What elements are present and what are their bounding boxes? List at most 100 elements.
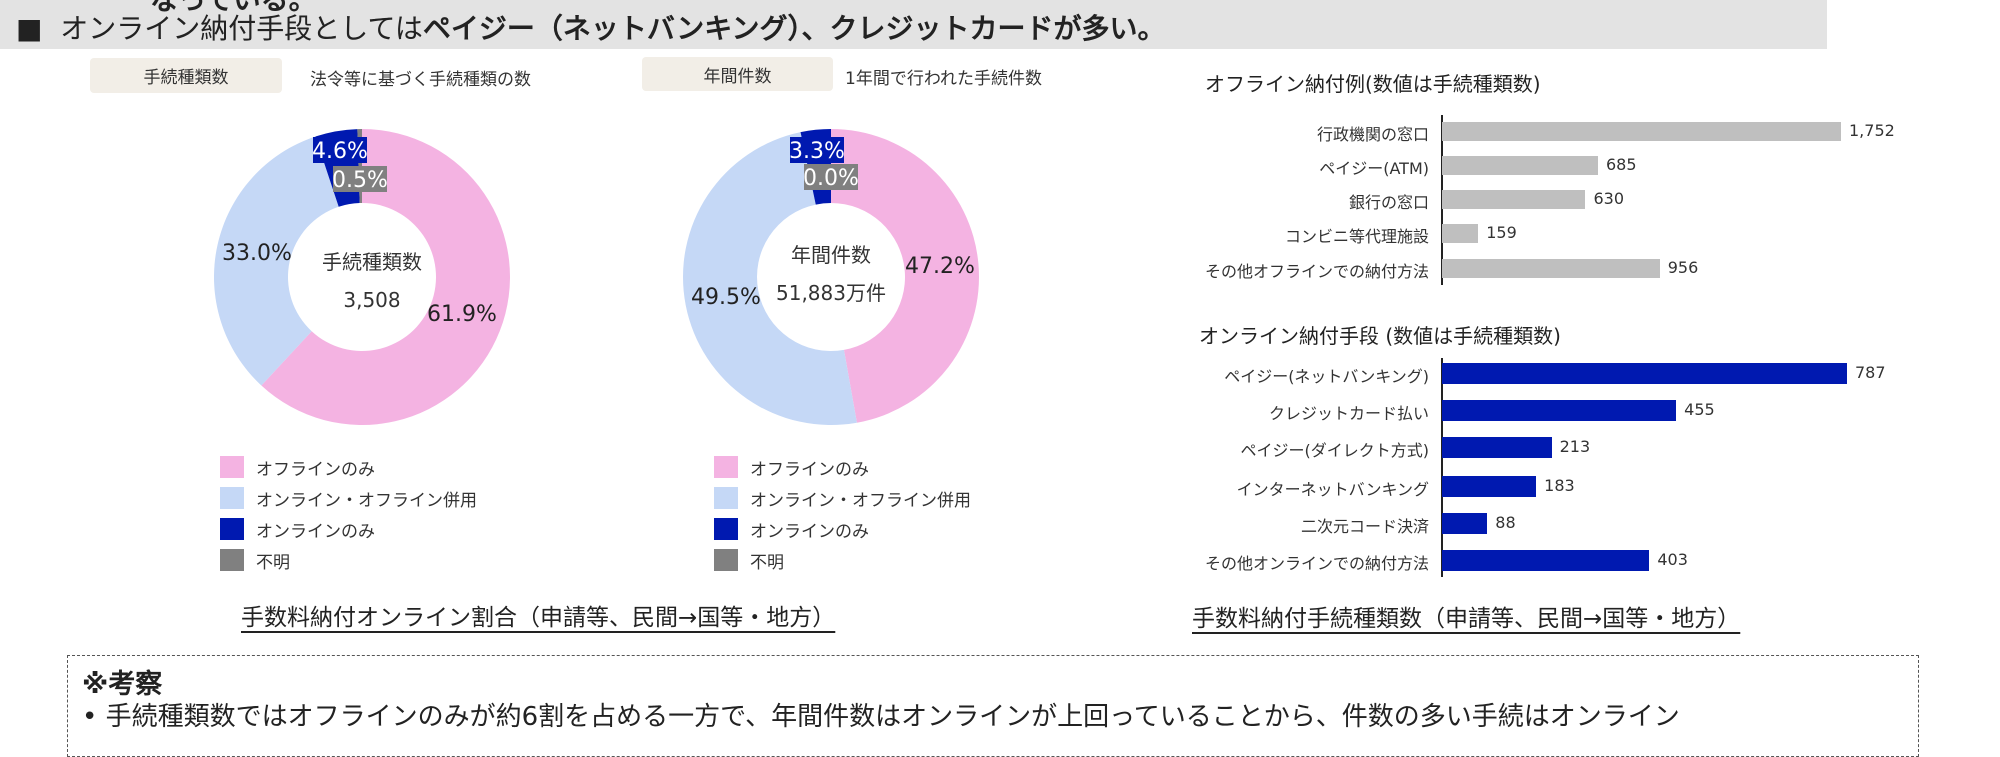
offline-bar-category: その他オフラインでの納付方法 bbox=[1204, 262, 1429, 281]
legend-right: オフラインのみ オンライン・オフライン併用 オンラインのみ 不明 bbox=[714, 455, 971, 573]
consideration-title: ※考察 bbox=[82, 669, 163, 700]
swatch bbox=[714, 456, 738, 478]
offline-bar-value: 159 bbox=[1486, 223, 1517, 242]
online-bar-category: インターネットバンキング bbox=[1236, 480, 1429, 499]
summary-banner: なっている。 ■ オンライン納付手段としてはペイジー（ネットバンキング）、クレジ… bbox=[0, 0, 1827, 49]
data-label: 47.2% bbox=[905, 254, 975, 279]
offline-bar-value: 685 bbox=[1606, 155, 1637, 174]
offline-bar-category: コンビニ等代理施設 bbox=[1284, 227, 1429, 246]
legend-label: オンライン・オフライン併用 bbox=[750, 490, 971, 511]
offline-bar-value: 1,752 bbox=[1849, 121, 1895, 140]
legend-label: オンラインのみ bbox=[750, 521, 869, 542]
offline-bar bbox=[1442, 155, 1598, 175]
offline-bar bbox=[1442, 121, 1841, 141]
data-label: 0.5% bbox=[332, 168, 388, 193]
donut-center-title: 手続種類数 bbox=[322, 250, 422, 274]
online-bar-category: クレジットカード払い bbox=[1268, 404, 1429, 423]
legend-item: オンライン・オフライン併用 bbox=[220, 486, 477, 511]
online-bar-value: 787 bbox=[1855, 363, 1886, 382]
swatch bbox=[220, 487, 244, 509]
data-label: 33.0% bbox=[222, 241, 292, 266]
legend-label: 不明 bbox=[750, 552, 784, 573]
swatch bbox=[714, 518, 738, 540]
legend-label: 不明 bbox=[256, 552, 290, 573]
swatch bbox=[220, 518, 244, 540]
offline-bar-category: 行政機関の窓口 bbox=[1316, 125, 1429, 144]
bold-text: ペイジー（ネットバンキング） bbox=[422, 12, 802, 45]
online-bar bbox=[1442, 549, 1650, 571]
tag-procedure-types: 手続種類数 bbox=[90, 58, 282, 93]
donut-center-value: 3,508 bbox=[343, 288, 400, 312]
online-bar bbox=[1442, 399, 1677, 421]
data-label: 3.3% bbox=[789, 139, 845, 164]
data-label: 4.6% bbox=[312, 139, 368, 164]
online-bar-value: 455 bbox=[1684, 400, 1715, 419]
data-label-bg bbox=[333, 166, 387, 192]
legend-label: オフラインのみ bbox=[256, 459, 375, 480]
summary-text: ■ オンライン納付手段としてはペイジー（ネットバンキング）、クレジットカードが多… bbox=[16, 7, 1166, 47]
offline-chart-title: オフライン納付例(数値は手続種類数) bbox=[1205, 72, 1541, 96]
tag-annual-count: 年間件数 bbox=[642, 57, 833, 91]
swatch bbox=[714, 549, 738, 571]
online-bar bbox=[1442, 362, 1847, 384]
data-label: 49.5% bbox=[691, 285, 761, 310]
caption-online-ratio: 手数料納付オンライン割合（申請等、民間→国等・地方） bbox=[241, 605, 836, 631]
legend-item: オンラインのみ bbox=[220, 517, 477, 542]
online-bar bbox=[1442, 512, 1488, 534]
swatch bbox=[714, 487, 738, 509]
tag-description: 1年間で行われた手続件数 bbox=[845, 69, 1042, 89]
caption-procedure-types: 手数料納付手続種類数（申請等、民間→国等・地方） bbox=[1192, 606, 1741, 632]
online-bar-category: ペイジー(ネットバンキング) bbox=[1224, 367, 1429, 386]
tag-description: 法令等に基づく手続種類の数 bbox=[310, 70, 531, 90]
data-label-bg bbox=[804, 164, 858, 190]
consideration-box: ※考察 • 手続種類数ではオフラインのみが約6割を占める一方で、年間件数はオンラ… bbox=[67, 655, 1919, 757]
bold-text: クレジットカード bbox=[829, 12, 1054, 45]
donut-charts: 61.9% 33.0% 4.6% 0.5% 手続種類数 3,508 47.2% 49.5% 3.… bbox=[213, 129, 979, 425]
swatch bbox=[220, 456, 244, 478]
online-bar bbox=[1442, 475, 1537, 497]
data-label: 61.9% bbox=[427, 302, 497, 327]
online-bar-category: その他オンラインでの納付方法 bbox=[1204, 554, 1429, 573]
legend-item: オンラインのみ bbox=[714, 517, 971, 542]
swatch bbox=[220, 549, 244, 571]
data-label: 0.0% bbox=[803, 166, 859, 191]
donut-center-title: 年間件数 bbox=[791, 243, 871, 267]
square-bullet-icon: ■ bbox=[16, 12, 43, 45]
legend-item: オフラインのみ bbox=[220, 455, 477, 480]
data-label-bg bbox=[313, 137, 367, 163]
online-bar bbox=[1442, 436, 1552, 458]
offline-bar-category: 銀行の窓口 bbox=[1348, 193, 1429, 212]
offline-bar bbox=[1442, 223, 1479, 243]
legend-item: 不明 bbox=[220, 548, 477, 573]
online-bar-value: 403 bbox=[1657, 550, 1688, 569]
text: オンライン納付手段としては bbox=[60, 12, 423, 45]
legend-left: オフラインのみ オンライン・オフライン併用 オンラインのみ 不明 bbox=[220, 455, 477, 573]
legend-item: オンライン・オフライン併用 bbox=[714, 486, 971, 511]
data-label-bg bbox=[790, 137, 844, 163]
online-bar-value: 213 bbox=[1559, 437, 1591, 456]
online-bar-category: 二次元コード決済 bbox=[1300, 517, 1429, 536]
online-bar-value: 88 bbox=[1495, 513, 1516, 532]
legend-label: オンラインのみ bbox=[256, 521, 375, 542]
offline-axis-line bbox=[1441, 115, 1443, 285]
online-chart-title: オンライン納付手段 (数値は手続種類数) bbox=[1199, 324, 1561, 348]
text: 、 bbox=[801, 12, 830, 45]
previous-line-text: なっている。 bbox=[150, 0, 317, 18]
offline-bar-value: 630 bbox=[1593, 189, 1625, 208]
offline-bar bbox=[1442, 189, 1586, 209]
text: が多い。 bbox=[1053, 12, 1166, 45]
offline-bar bbox=[1442, 258, 1660, 278]
consideration-bullet: • 手続種類数ではオフラインのみが約6割を占める一方で、年間件数はオンラインが上… bbox=[82, 702, 1680, 732]
donut-slice bbox=[831, 129, 979, 423]
legend-label: オフラインのみ bbox=[750, 459, 869, 480]
donut-center-value: 51,883万件 bbox=[776, 281, 886, 305]
donut-slice bbox=[683, 132, 857, 425]
online-axis-line bbox=[1441, 358, 1443, 577]
online-bar-category: ペイジー(ダイレクト方式) bbox=[1240, 441, 1430, 460]
legend-item: 不明 bbox=[714, 548, 971, 573]
offline-bar-category: ペイジー(ATM) bbox=[1319, 159, 1429, 178]
legend-label: オンライン・オフライン併用 bbox=[256, 490, 477, 511]
donut-slice bbox=[261, 129, 510, 425]
online-bar-value: 183 bbox=[1544, 476, 1575, 495]
donut-slice bbox=[213, 136, 339, 386]
